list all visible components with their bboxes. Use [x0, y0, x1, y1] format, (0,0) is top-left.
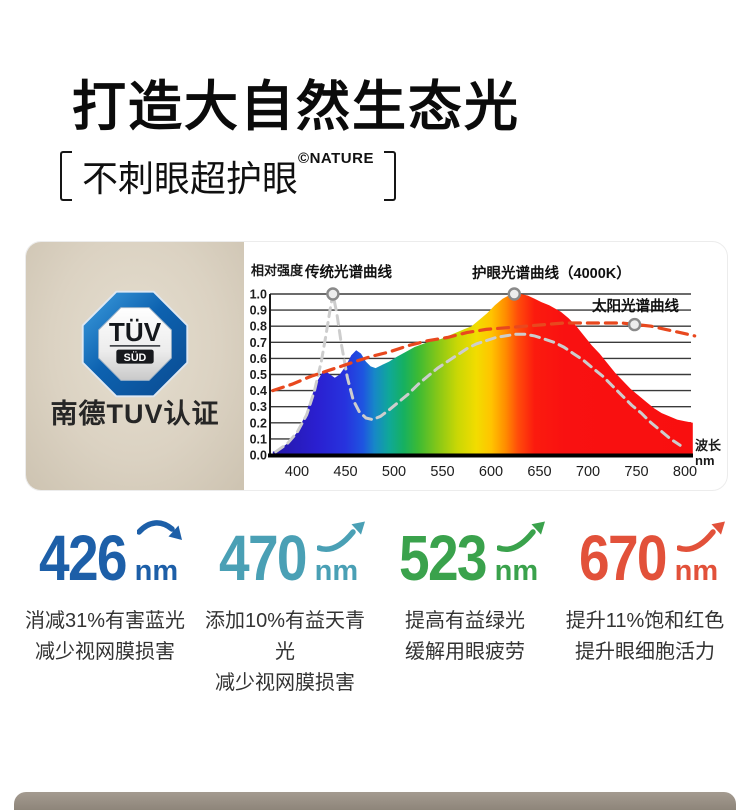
trend-down-arrow-icon: [137, 520, 182, 540]
stat-426nm: 426 nm 消减31%有害蓝光 减少视网膜损害: [15, 516, 195, 699]
svg-text:0.4: 0.4: [250, 384, 267, 398]
svg-text:500: 500: [382, 464, 406, 480]
section-divider-bar: [14, 792, 736, 810]
sun-spectrum-curve: [271, 321, 697, 393]
curve-markers: [326, 287, 642, 332]
svg-text:800: 800: [673, 464, 697, 480]
svg-text:700: 700: [576, 464, 600, 480]
stat-unit: nm: [494, 555, 539, 587]
svg-text:400: 400: [285, 464, 309, 480]
svg-text:750: 750: [624, 464, 648, 480]
y-axis-title: 相对强度: [251, 263, 304, 278]
traditional-curve-label: 传统光谱曲线: [304, 263, 392, 281]
svg-text:0.3: 0.3: [250, 400, 267, 414]
tuv-certification-panel: TÜV SÜD 南德TUV认证: [26, 242, 244, 490]
page-title: 打造大自然生态光: [72, 77, 520, 137]
spectrum-chart: 1.0 0.9 0.8 0.7 0.6 0.5 0.4 0.3 0.2 0.1 0.0 400 450 5…: [248, 248, 726, 488]
trend-up-arrow-icon: [497, 521, 545, 553]
bracket-right: [383, 151, 396, 201]
svg-text:450: 450: [333, 464, 357, 480]
certification-chart-card: TÜV SÜD 南德TUV认证: [25, 241, 728, 491]
trend-up-arrow-icon: [317, 521, 365, 553]
stat-value: 523: [398, 522, 487, 594]
tuv-sud-badge-icon: TÜV SÜD: [81, 290, 189, 398]
sun-curve-label: 太阳光谱曲线: [592, 297, 679, 315]
subtitle-trademark: ©NATURE: [298, 150, 374, 167]
stat-unit: nm: [674, 555, 719, 587]
stat-caption: 提高有益绿光 缓解用眼疲劳: [405, 610, 525, 663]
svg-text:SÜD: SÜD: [124, 351, 147, 364]
eyecare-spectrum-area: [272, 294, 693, 455]
trend-up-arrow-icon: [677, 521, 725, 553]
stat-caption: 消减31%有害蓝光 减少视网膜损害: [24, 610, 186, 663]
subtitle-row: 不刺眼超护眼©NATURE: [60, 150, 396, 202]
tuv-certification-label: 南德TUV认证: [50, 399, 220, 429]
svg-text:650: 650: [527, 464, 551, 480]
stat-670nm: 670 nm 提升11%饱和红色 提升眼细胞活力: [555, 516, 735, 699]
eyecare-curve-label: 护眼光谱曲线（4000K）: [472, 264, 631, 282]
svg-text:0.2: 0.2: [250, 416, 267, 430]
stat-value: 470: [218, 522, 307, 594]
svg-text:0.5: 0.5: [250, 368, 267, 382]
svg-text:TÜV: TÜV: [109, 317, 162, 347]
x-axis-title-unit: nm: [695, 453, 715, 468]
svg-text:0.0: 0.0: [250, 449, 267, 463]
stat-unit: nm: [134, 555, 179, 587]
stat-value: 426: [38, 522, 127, 594]
wavelength-stats-row: 426 nm 消减31%有害蓝光 减少视网膜损害 470 nm: [15, 516, 735, 699]
stat-caption: 添加10%有益天青光 减少视网膜损害: [204, 610, 366, 694]
svg-text:0.9: 0.9: [250, 304, 267, 318]
svg-text:0.8: 0.8: [250, 320, 267, 334]
svg-text:550: 550: [430, 464, 454, 480]
page-subtitle: 不刺眼超护眼©NATURE: [82, 150, 374, 199]
svg-text:0.6: 0.6: [250, 352, 267, 366]
svg-text:0.1: 0.1: [250, 432, 267, 446]
stat-470nm: 470 nm 添加10%有益天青光 减少视网膜损害: [195, 516, 375, 699]
stat-value: 670: [578, 522, 667, 594]
stat-caption: 提升11%饱和红色 提升眼细胞活力: [565, 610, 725, 663]
stat-523nm: 523 nm 提高有益绿光 缓解用眼疲劳: [375, 516, 555, 699]
svg-text:1.0: 1.0: [250, 288, 267, 302]
x-axis-title-cn: 波长: [695, 438, 722, 453]
bracket-left: [60, 151, 72, 201]
svg-text:0.7: 0.7: [250, 336, 267, 350]
stat-unit: nm: [314, 555, 359, 587]
svg-text:600: 600: [479, 464, 503, 480]
